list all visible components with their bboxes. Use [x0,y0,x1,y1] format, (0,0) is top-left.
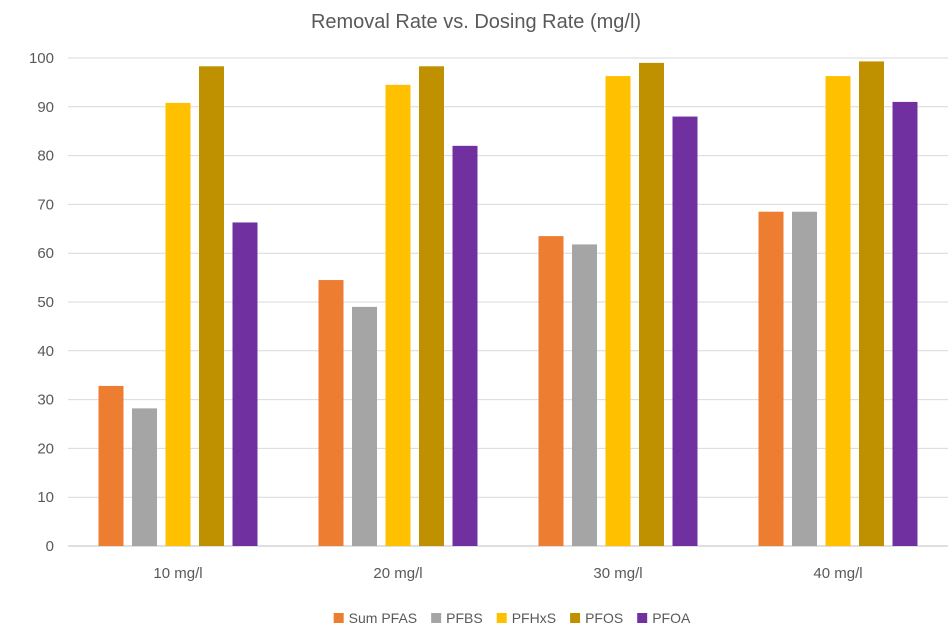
legend-item: PFBS [431,610,483,626]
bar-pfbs-1 [132,408,157,546]
x-tick-label: 10 mg/l [153,565,202,582]
legend-swatch [431,613,442,623]
bar-pfhxs-1 [165,102,191,547]
y-axis-ticks: 0 10 20 30 40 50 60 70 80 90 100 [29,50,54,555]
legend-item: PFHxS [496,610,556,626]
bar-sum-pfas-1 [98,385,124,546]
bar-sum-pfas-4 [758,211,784,546]
y-tick-label: 0 [46,538,54,555]
y-tick-label: 10 [37,489,54,506]
y-tick-label: 70 [37,196,54,213]
y-tick-label: 90 [37,99,54,116]
y-tick-label: 20 [37,440,54,457]
bar-pfoa-2 [452,145,478,546]
bar-sum-pfas-3 [538,236,564,546]
bar-pfbs-3 [572,244,597,547]
y-tick-label: 80 [37,148,54,165]
legend-swatch [333,613,344,623]
legend-label: Sum PFAS [349,610,417,626]
chart-title: Removal Rate vs. Dosing Rate (mg/l) [311,11,641,33]
x-tick-label: 20 mg/l [373,565,422,582]
x-tick-label: 30 mg/l [593,565,642,582]
bar-pfoa-3 [672,116,698,546]
legend-item: PFOS [570,610,623,626]
y-tick-label: 100 [29,50,54,67]
bar-pfos-1 [199,66,224,547]
legend-item: PFOA [637,610,691,626]
legend-item: Sum PFAS [333,610,417,626]
y-tick-label: 40 [37,343,54,360]
y-tick-label: 60 [37,245,54,262]
bar-pfbs-2 [352,306,377,546]
y-tick-label: 30 [37,392,54,409]
legend: Sum PFAS PFBS PFHxS PFOS PFOA [333,610,691,626]
legend-swatch [637,613,648,623]
legend-label: PFOA [652,610,691,626]
bar-pfoa-4 [892,101,918,547]
x-tick-label: 40 mg/l [813,565,862,582]
y-tick-label: 50 [37,294,54,311]
bar-pfhxs-2 [385,84,411,546]
legend-swatch [496,613,507,623]
legend-label: PFHxS [512,610,556,626]
x-axis-ticks: 10 mg/l 20 mg/l 30 mg/l 40 mg/l [153,565,862,582]
bar-pfhxs-4 [825,76,851,546]
bar-sum-pfas-2 [318,280,344,546]
bar-pfhxs-3 [605,76,631,546]
bar-pfos-3 [639,62,664,546]
legend-label: PFOS [585,610,623,626]
bar-pfos-4 [859,61,884,547]
bar-pfoa-1 [232,222,258,546]
bar-pfbs-4 [792,211,817,546]
legend-swatch [570,613,581,623]
bars [98,61,918,547]
legend-label: PFBS [446,610,483,626]
bar-pfos-2 [419,66,444,547]
